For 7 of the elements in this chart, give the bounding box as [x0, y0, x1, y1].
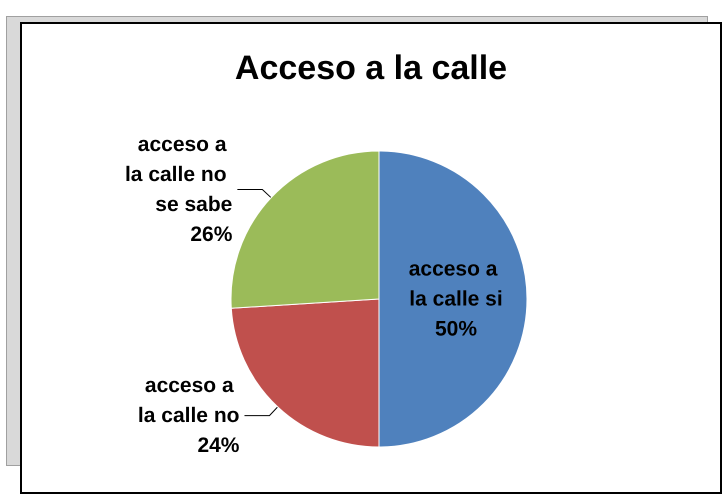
- slice-label: acceso a la calle no se sabe: [124, 132, 232, 216]
- chart-title: Acceso a la calle: [234, 49, 508, 87]
- slice-label: acceso a la calle si: [408, 258, 504, 310]
- data-label: 26%: [190, 222, 233, 246]
- data-label: 24%: [197, 434, 240, 458]
- slice-label: acceso a la calle no: [138, 374, 240, 428]
- data-label: 50%: [434, 318, 478, 340]
